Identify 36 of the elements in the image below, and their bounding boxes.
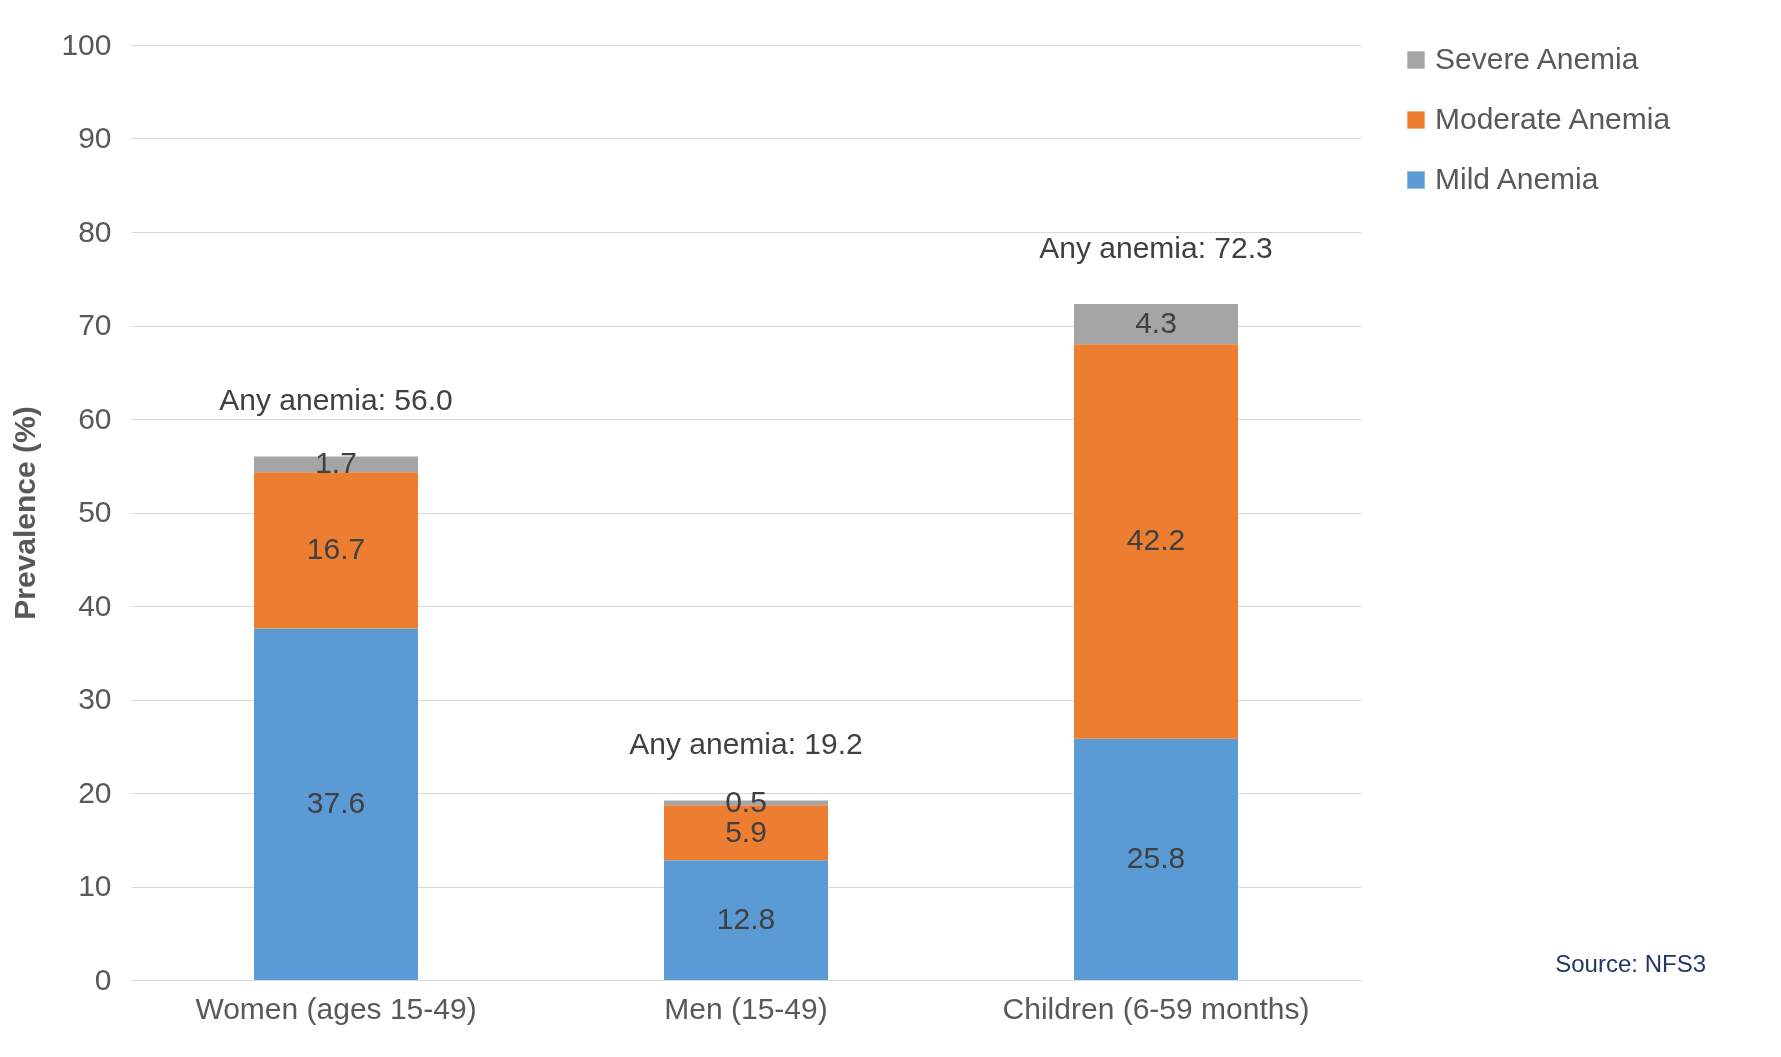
data-label: 12.8 [716,902,776,936]
bar [664,860,828,980]
data-label: 37.6 [306,786,366,820]
legend-label: Moderate Anemia [1435,102,1671,135]
total-label: Any anemia: 72.3 [1039,230,1273,264]
y-tick-label: 70 [78,308,112,341]
data-label: 16.7 [306,532,366,566]
bar [1074,304,1238,345]
bar [1074,738,1238,980]
x-tick-label: Men (15-49) [664,991,828,1025]
legend-label: Mild Anemia [1435,162,1599,195]
y-tick-label: 80 [78,214,112,248]
total-label: Any anemia: 56.0 [219,383,453,417]
y-tick-label: 90 [78,121,112,154]
y-tick-label: 50 [78,495,112,528]
legend-label: Severe Anemia [1435,42,1639,75]
data-label: 25.8 [1126,841,1186,875]
y-tick-label: 10 [78,869,112,902]
data-label: 5.9 [725,814,767,848]
data-label: 4.3 [1135,306,1177,340]
x-tick-label: Children (6-59 months) [1002,991,1310,1025]
source-note: Source: NFS3 [1555,950,1706,977]
x-tick-label: Women (ages 15-49) [195,991,477,1025]
data-label: 1.7 [315,446,357,480]
bar [254,472,418,629]
y-tick-label: 20 [78,775,112,809]
y-tick-label: 100 [61,27,112,61]
y-tick-label: 60 [78,401,112,435]
y-tick-label: 40 [78,588,112,622]
y-axis-title: Prevalence (%) [8,406,42,620]
y-tick-label: 0 [94,962,112,996]
total-label: Any anemia: 19.2 [629,727,863,761]
y-tick-label: 30 [78,682,112,715]
data-label: 42.2 [1126,523,1186,557]
bar [254,628,418,980]
bar [1074,344,1238,739]
